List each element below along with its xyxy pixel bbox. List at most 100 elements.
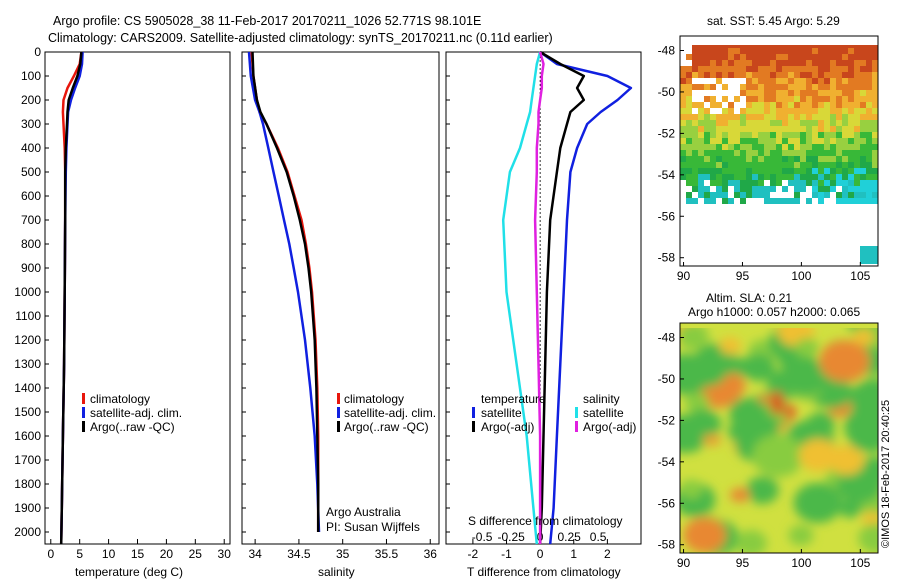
sst-cell bbox=[860, 108, 866, 114]
sst-cell bbox=[794, 114, 800, 120]
sst-cell bbox=[794, 72, 800, 78]
sst-cell bbox=[716, 180, 722, 186]
sst-cell bbox=[692, 84, 698, 90]
sst-cell bbox=[848, 132, 854, 138]
sst-cell bbox=[848, 96, 854, 102]
sst-cell bbox=[872, 96, 878, 102]
sst-cell bbox=[782, 138, 788, 144]
sst-cell bbox=[752, 150, 758, 156]
temperature-axes bbox=[44, 51, 231, 545]
sst-cell bbox=[830, 78, 836, 84]
sst-cell bbox=[704, 162, 710, 168]
sst-cell bbox=[842, 54, 848, 60]
sst-cell bbox=[746, 60, 752, 66]
sla-blob bbox=[680, 479, 703, 499]
sst-cell bbox=[758, 90, 764, 96]
sst-cell bbox=[776, 180, 782, 186]
sst-cell bbox=[824, 120, 830, 126]
x-tick-label: 1 bbox=[570, 547, 577, 561]
sst-cell bbox=[812, 174, 818, 180]
sst-cell bbox=[818, 84, 824, 90]
sst-cell bbox=[704, 96, 710, 102]
sst-cell bbox=[812, 114, 818, 120]
sst-cell bbox=[758, 66, 764, 72]
difference-legend: temperature satellite Argo(-adj) salinit… bbox=[472, 392, 636, 434]
sla-blob bbox=[684, 408, 722, 440]
sst-cell bbox=[872, 120, 878, 126]
sst-cell bbox=[770, 126, 776, 132]
lat-tick-label: -52 bbox=[658, 126, 676, 140]
sst-cell bbox=[728, 48, 734, 54]
sst-cell bbox=[776, 174, 782, 180]
sst-cell bbox=[794, 192, 800, 198]
sst-cell bbox=[740, 162, 746, 168]
sla-blob bbox=[730, 488, 750, 502]
sst-cell bbox=[686, 144, 692, 150]
lon-tick-label: 90 bbox=[677, 556, 691, 570]
x-tick-label: 25 bbox=[189, 547, 203, 561]
sst-cell bbox=[770, 84, 776, 90]
sst-cell bbox=[866, 96, 872, 102]
sla-blob bbox=[719, 336, 741, 355]
header-line-1: Argo profile: CS 5905028_38 11-Feb-2017 … bbox=[53, 14, 482, 28]
sst-cell bbox=[716, 48, 722, 54]
sst-cell bbox=[860, 174, 866, 180]
sst-cell bbox=[728, 54, 734, 60]
sst-cell bbox=[692, 48, 698, 54]
sst-cell bbox=[848, 102, 854, 108]
credit-argo-australia: Argo Australia bbox=[326, 505, 401, 519]
sst-cell bbox=[836, 114, 842, 120]
sst-cell bbox=[824, 54, 830, 60]
sst-cell bbox=[806, 72, 812, 78]
legend-swatch-argo bbox=[82, 421, 85, 432]
sst-cell bbox=[680, 174, 686, 180]
sst-cell bbox=[704, 168, 710, 174]
sst-cell bbox=[782, 120, 788, 126]
lat-tick-label: -56 bbox=[658, 209, 676, 223]
series-line bbox=[538, 50, 586, 545]
sst-cell bbox=[866, 102, 872, 108]
sst-cell bbox=[776, 144, 782, 150]
sst-cell bbox=[770, 180, 776, 186]
sst-cell bbox=[794, 138, 800, 144]
sst-cell bbox=[728, 150, 734, 156]
sst-cell bbox=[770, 66, 776, 72]
sst-cell bbox=[776, 126, 782, 132]
sst-cell bbox=[872, 168, 878, 174]
sst-cell bbox=[830, 144, 836, 150]
sst-cell bbox=[734, 66, 740, 72]
sst-cell bbox=[728, 156, 734, 162]
depth-tick-label: 500 bbox=[21, 165, 41, 179]
sst-cell bbox=[704, 48, 710, 54]
depth-tick-label: 1500 bbox=[14, 405, 41, 419]
sst-cell bbox=[758, 132, 764, 138]
sst-cell bbox=[740, 150, 746, 156]
sst-cell bbox=[704, 108, 710, 114]
sst-cell bbox=[710, 45, 716, 48]
sst-cell bbox=[734, 114, 740, 120]
sst-cell bbox=[686, 120, 692, 126]
sst-cell bbox=[836, 60, 842, 66]
sst-cell bbox=[836, 180, 842, 186]
sst-cell bbox=[794, 198, 800, 204]
sst-cell bbox=[746, 192, 752, 198]
sst-cell bbox=[848, 114, 854, 120]
sst-cell bbox=[698, 138, 704, 144]
sst-cell bbox=[854, 138, 860, 144]
sst-cell bbox=[806, 84, 812, 90]
sst-cell bbox=[776, 162, 782, 168]
sst-cell bbox=[770, 60, 776, 66]
sst-cell bbox=[734, 174, 740, 180]
sst-cell bbox=[728, 102, 734, 108]
lat-tick-label: -54 bbox=[658, 168, 676, 182]
sst-cell bbox=[830, 168, 836, 174]
sst-cell bbox=[746, 96, 752, 102]
legend-label: satellite bbox=[481, 406, 522, 420]
sst-cell bbox=[680, 114, 686, 120]
sst-cell bbox=[812, 84, 818, 90]
sst-cell bbox=[818, 48, 824, 54]
sst-cell bbox=[854, 114, 860, 120]
sst-cell bbox=[818, 174, 824, 180]
sst-cell bbox=[794, 162, 800, 168]
